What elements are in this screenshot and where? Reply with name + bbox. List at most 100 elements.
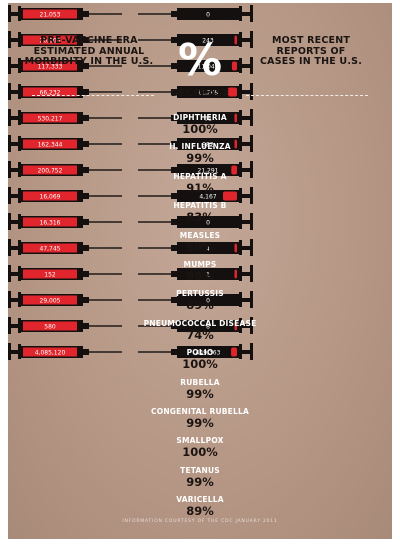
- pre-vaccine-syringe: 530,217: [8, 109, 122, 126]
- percent-decrease: 99%: [186, 474, 214, 489]
- plunger-rod: [11, 194, 18, 198]
- barrel-flange: [18, 344, 21, 359]
- barrel-flange: [18, 58, 21, 73]
- pre-vaccine-value: 162,344: [38, 141, 63, 148]
- recent-cases-value: 0: [206, 219, 210, 226]
- plunger-rod: [242, 64, 250, 68]
- barrel-flange: [239, 292, 242, 307]
- syringe-needle: [89, 65, 122, 67]
- barrel-flange: [239, 344, 242, 359]
- plunger-thumb: [250, 5, 253, 22]
- pre-vaccine-value: 16,069: [40, 193, 61, 200]
- plunger-thumb: [8, 343, 11, 360]
- percent-decrease: 99%: [186, 269, 214, 283]
- plunger-rod: [242, 168, 250, 172]
- pre-vaccine-value: 580: [44, 323, 56, 330]
- barrel-flange: [18, 214, 21, 229]
- syringe-needle: [89, 273, 122, 275]
- syringe-tip: [83, 193, 89, 199]
- fill-level-bar: [223, 191, 237, 201]
- plunger-thumb: [8, 187, 11, 204]
- barrel-flange: [18, 240, 21, 255]
- recent-cases-syringe: 243: [138, 31, 253, 48]
- barrel-flange: [18, 136, 21, 151]
- fill-level-bar: [234, 139, 237, 149]
- syringe-tip: [171, 193, 177, 199]
- plunger-rod: [11, 272, 18, 276]
- pre-vaccine-header: PRE-VACCINE ERA ESTIMATED ANNUAL MORBIDI…: [24, 35, 154, 68]
- barrel-flange: [18, 6, 21, 21]
- recent-cases-syringe: 8: [138, 317, 253, 334]
- plunger-rod: [11, 90, 18, 94]
- fill-level-bar: [23, 35, 77, 45]
- plunger-rod: [242, 350, 250, 354]
- syringe-needle: [89, 169, 122, 171]
- recent-cases-value: 243: [202, 37, 214, 44]
- syringe-needle: [89, 39, 122, 41]
- plunger-thumb: [8, 291, 11, 308]
- recent-cases-value: 0: [206, 297, 210, 304]
- recent-cases-syringe: 1: [138, 265, 253, 282]
- right-dashed-divider: [246, 95, 368, 96]
- pre-vaccine-syringe: 16,316: [8, 213, 122, 230]
- syringe-tip: [171, 245, 177, 251]
- plunger-thumb: [8, 239, 11, 256]
- fill-level-bar: [234, 321, 237, 331]
- disease-name: HEPATITIS A: [173, 171, 227, 181]
- recent-reports-header: MOST RECENT REPORTS OF CASES IN THE U.S.: [246, 35, 376, 68]
- plunger-thumb: [250, 187, 253, 204]
- fill-level-bar: [234, 243, 237, 253]
- plunger-rod: [11, 246, 18, 250]
- recent-reports-header-line-1: MOST RECENT: [271, 35, 351, 46]
- pre-vaccine-header-line-2: ESTIMATED ANNUAL: [33, 45, 145, 57]
- fill-level-bar: [23, 9, 77, 19]
- syringe-needle: [89, 195, 122, 197]
- syringe-tip: [83, 63, 89, 69]
- barrel-flange: [18, 266, 21, 281]
- recent-cases-value: 21,291: [198, 167, 219, 174]
- syringe-tip: [83, 245, 89, 251]
- syringe-tip: [83, 297, 89, 303]
- barrel-flange: [18, 162, 21, 177]
- barrel-flange: [18, 318, 21, 333]
- plunger-rod: [242, 246, 250, 250]
- barrel: [177, 268, 239, 280]
- syringe-tip: [171, 349, 177, 355]
- barrel-flange: [239, 58, 242, 73]
- plunger-thumb: [250, 161, 253, 178]
- syringe-needle: [138, 39, 171, 41]
- plunger-thumb: [8, 317, 11, 334]
- plunger-thumb: [250, 265, 253, 282]
- fill-level-bar: [23, 191, 77, 201]
- plunger-thumb: [250, 343, 253, 360]
- percent-decrease: 89%: [186, 504, 214, 519]
- pre-vaccine-syringe: 47,745: [8, 239, 122, 256]
- pre-vaccine-value: 200,752: [38, 167, 63, 174]
- recent-cases-syringe: 11,049: [138, 57, 253, 74]
- recent-reports-header-line-3: CASES IN THE U.S.: [260, 56, 362, 67]
- pre-vaccine-syringe: 200,752: [8, 161, 122, 178]
- pre-vaccine-syringe: 117,333: [8, 57, 122, 74]
- pre-vaccine-value: 66,232: [40, 89, 61, 96]
- fill-level-bar: [23, 165, 77, 175]
- plunger-thumb: [8, 5, 11, 22]
- disease-name: TETANUS: [180, 465, 220, 475]
- fill-level-bar: [23, 113, 77, 123]
- plunger-rod: [242, 90, 250, 94]
- percent-decrease: 99%: [186, 386, 214, 401]
- recent-cases-value: 449,363: [196, 349, 221, 356]
- barrel: [177, 164, 239, 176]
- pre-vaccine-value: 530,217: [38, 115, 63, 122]
- plunger-rod: [11, 324, 18, 328]
- syringe-tip: [171, 37, 177, 43]
- barrel: [177, 86, 239, 98]
- percent-symbol: %: [177, 35, 223, 86]
- pre-vaccine-value: 21,053: [40, 11, 61, 18]
- barrel: [177, 138, 239, 150]
- disease-name: RUBELLA: [180, 377, 220, 387]
- barrel: [177, 8, 239, 20]
- plunger-thumb: [250, 317, 253, 334]
- syringe-tip: [83, 219, 89, 225]
- pre-vaccine-syringe: 66,232: [8, 83, 122, 100]
- barrel-flange: [239, 214, 242, 229]
